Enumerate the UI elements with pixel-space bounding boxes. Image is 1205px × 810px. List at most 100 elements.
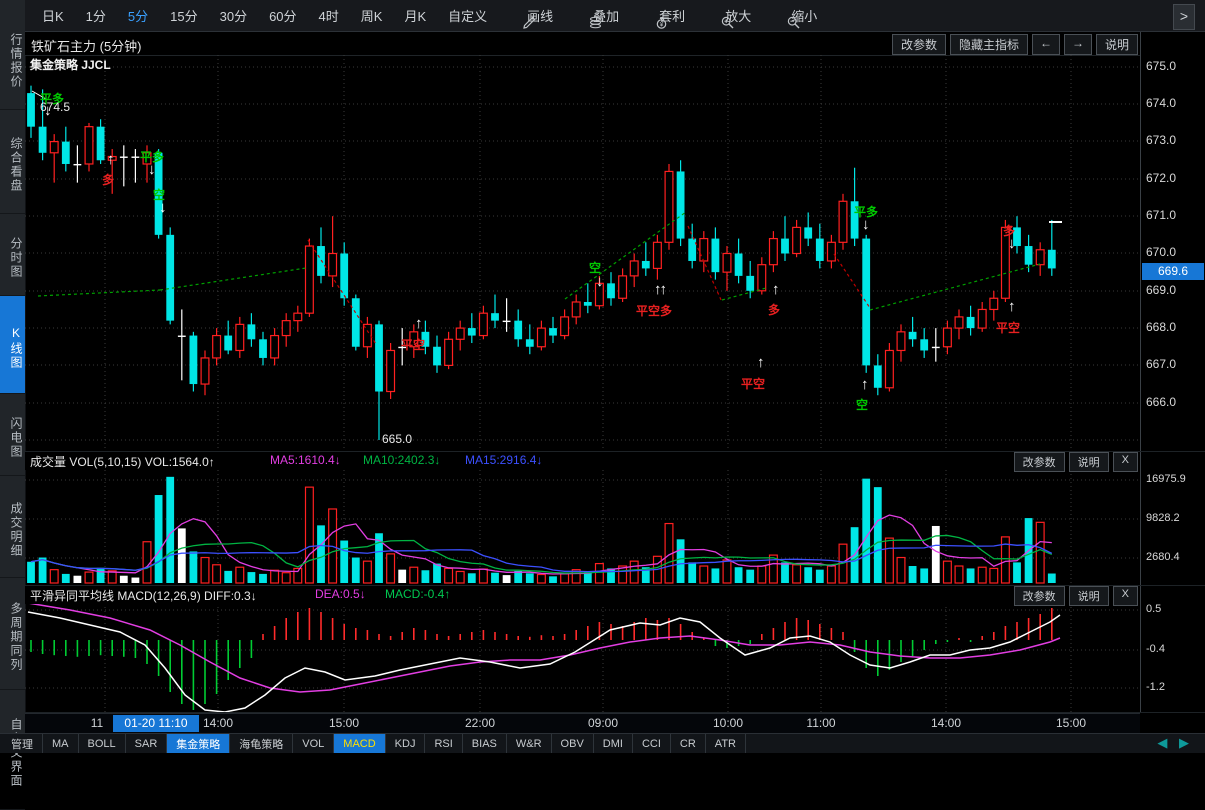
main-header-buttons: 改参数 隐藏主指标 ← → 说明	[891, 34, 1138, 55]
indicator-nav-arrows[interactable]: ◀ ▶	[1157, 735, 1193, 750]
period-月K[interactable]: 月K	[404, 9, 427, 24]
toolbar-more-button[interactable]: >	[1173, 4, 1195, 30]
indicator-OBV[interactable]: OBV	[552, 734, 594, 753]
crosshair-time-badge: 01-20 11:10	[113, 715, 199, 732]
indicator-VOL[interactable]: VOL	[293, 734, 335, 753]
period-30分[interactable]: 30分	[219, 9, 248, 24]
indicator-SAR[interactable]: SAR	[126, 734, 168, 753]
price-label: 675.0	[1146, 59, 1177, 73]
time-label: 14:00	[202, 716, 234, 730]
header-button-改参数[interactable]: 改参数	[891, 34, 946, 55]
period-60分[interactable]: 60分	[269, 9, 297, 24]
period-1分[interactable]: 1分	[85, 9, 106, 24]
header-button-说明[interactable]: 说明	[1095, 34, 1138, 55]
signal-arrow: ↑	[1008, 298, 1015, 315]
indicator-W&R[interactable]: W&R	[507, 734, 552, 753]
divider	[25, 585, 1205, 586]
signal-arrow: ↓	[159, 199, 166, 216]
period-周K[interactable]: 周K	[360, 9, 383, 24]
sidebar-item-K线图[interactable]: K线图	[0, 296, 25, 394]
candlestick-chart	[25, 55, 1140, 450]
price-label: 668.0	[1146, 320, 1177, 334]
tool-画线[interactable]: 画线	[514, 4, 562, 29]
time-label: 10:00	[712, 716, 744, 730]
indicator-BOLL[interactable]: BOLL	[79, 734, 126, 753]
indicator-CR[interactable]: CR	[671, 734, 706, 753]
signal-arrow: ↑	[861, 376, 868, 393]
indicator-MACD[interactable]: MACD	[334, 734, 386, 753]
signal-平多: 平多	[140, 150, 165, 164]
signal-平空: 平空	[996, 321, 1021, 335]
time-label: 14:00	[930, 716, 962, 730]
indicator-ATR[interactable]: ATR	[706, 734, 746, 753]
period-自定义[interactable]: 自定义	[448, 9, 488, 24]
sidebar-item-成交明细[interactable]: 成交明细	[0, 476, 25, 578]
tool-放大[interactable]: 放大	[712, 4, 760, 28]
price-label: 667.0	[1146, 357, 1177, 371]
panel-buttons: 改参数 说明 X	[1013, 452, 1138, 472]
indicator-BIAS[interactable]: BIAS	[463, 734, 507, 753]
header-button-→[interactable]: →	[1063, 34, 1092, 55]
signal-arrow: ↓	[44, 102, 51, 119]
macd-header: 平滑异同平均线 MACD(12,26,9) DIFF:0.3↓ DEA:0.5↓ M…	[25, 586, 1140, 606]
signal-平多: 平多	[854, 205, 879, 219]
indicator-集金策略[interactable]: 集金策略	[167, 734, 231, 753]
time-label: 11:00	[806, 716, 836, 730]
panel-button-X[interactable]: X	[1112, 586, 1138, 606]
sidebar-item-分时图[interactable]: 分时图	[0, 214, 25, 296]
divider	[25, 712, 1205, 713]
volume-axis-label: 9828.2	[1146, 512, 1180, 524]
volume-axis-label: 2680.4	[1146, 551, 1180, 563]
header-button-隐藏主指标[interactable]: 隐藏主指标	[949, 34, 1028, 55]
tool-套利[interactable]: ¥ 套利	[646, 4, 694, 29]
divider	[25, 451, 1205, 452]
header-button-←[interactable]: ←	[1031, 34, 1060, 55]
macd-chart	[25, 603, 1140, 713]
macd-axis-label: -1.2	[1146, 681, 1165, 693]
indicator-MA[interactable]: MA	[43, 734, 79, 753]
indicator-CCI[interactable]: CCI	[633, 734, 671, 753]
price-label: 672.0	[1146, 171, 1177, 185]
sidebar-item-行情报价[interactable]: 行情报价	[0, 6, 25, 110]
price-label: 669.0	[1146, 283, 1177, 297]
period-日K[interactable]: 日K	[42, 9, 64, 24]
period-5分[interactable]: 5分	[127, 9, 149, 24]
volume-header: 成交量 VOL(5,10,15) VOL:1564.0↑ MA5:1610.4↓ M…	[25, 452, 1140, 472]
indicator-管理[interactable]: 管理	[2, 734, 43, 753]
signal-arrow: ↓	[862, 216, 869, 233]
indicator-海龟策略[interactable]: 海龟策略	[230, 734, 294, 753]
tool-label: 放大	[725, 9, 752, 24]
indicator-KDJ[interactable]: KDJ	[386, 734, 426, 753]
signal-平空多: 平空多	[636, 304, 673, 318]
indicator-readout: MA15:2916.4↓	[465, 453, 543, 467]
signal-arrow: ↓	[1008, 235, 1015, 252]
time-label: 22:00	[464, 716, 496, 730]
sidebar-item-闪电图[interactable]: 闪电图	[0, 394, 25, 476]
tool-叠加[interactable]: 叠加	[580, 4, 628, 28]
panel-button-X[interactable]: X	[1112, 452, 1138, 472]
price-label: 673.0	[1146, 133, 1177, 147]
time-label: 15:00	[1055, 716, 1087, 730]
indicator-readout: MA5:1610.4↓	[270, 453, 341, 467]
panel-button-改参数[interactable]: 改参数	[1013, 586, 1065, 606]
signal-arrow: ↑	[107, 151, 114, 168]
indicator-DMI[interactable]: DMI	[594, 734, 633, 753]
panel-button-说明[interactable]: 说明	[1068, 452, 1109, 472]
period-15分[interactable]: 15分	[170, 9, 198, 24]
signal-arrow: ↑	[757, 354, 764, 371]
tool-label: 缩小	[791, 9, 818, 24]
strategy-label: 集金策略 JJCL	[30, 58, 111, 72]
indicator-readout: 成交量 VOL(5,10,15) VOL:1564.0↑	[30, 455, 215, 469]
price-label: 670.0	[1146, 245, 1177, 259]
panel-button-改参数[interactable]: 改参数	[1013, 452, 1065, 472]
indicator-readout: DEA:0.5↓	[315, 587, 366, 601]
sidebar-item-多周期同列[interactable]: 多周期同列	[0, 578, 25, 690]
period-4时[interactable]: 4时	[318, 9, 339, 24]
indicator-RSI[interactable]: RSI	[425, 734, 463, 753]
indicator-readout: 平滑异同平均线 MACD(12,26,9) DIFF:0.3↓	[30, 589, 257, 603]
sidebar-item-综合看盘[interactable]: 综合看盘	[0, 110, 25, 214]
volume-axis-label: 16975.9	[1146, 473, 1186, 485]
signal-平空: 平空	[741, 377, 766, 391]
panel-button-说明[interactable]: 说明	[1068, 586, 1109, 606]
tool-缩小[interactable]: 缩小	[778, 4, 826, 28]
